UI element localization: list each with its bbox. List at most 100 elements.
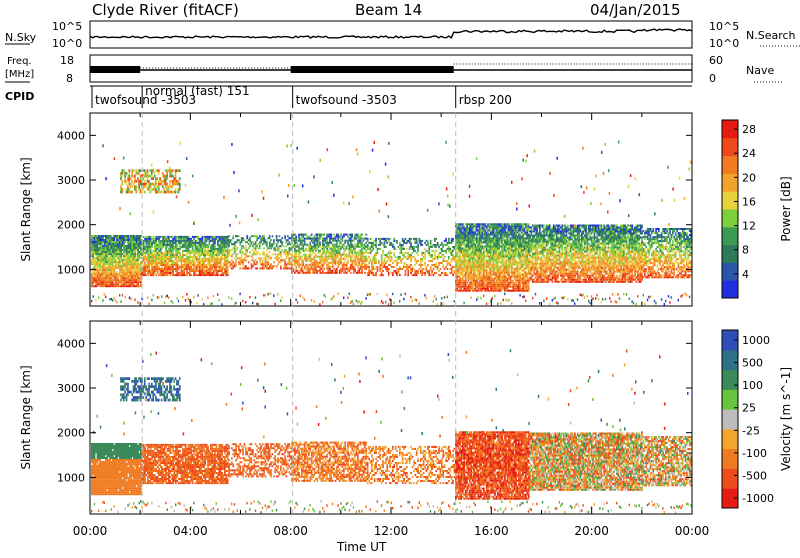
data-cell (388, 272, 390, 274)
data-cell (293, 236, 295, 238)
data-cell (178, 264, 180, 266)
data-cell (378, 260, 380, 262)
data-cell (473, 235, 475, 237)
data-cell (405, 272, 407, 274)
data-cell (267, 261, 269, 263)
data-cell (445, 250, 447, 252)
data-cell (449, 248, 451, 250)
data-cell (367, 240, 369, 242)
data-cell (398, 246, 400, 248)
data-cell (118, 283, 120, 285)
data-cell (217, 272, 219, 274)
data-cell (330, 236, 332, 238)
data-cell (385, 301, 386, 304)
data-cell (150, 240, 152, 242)
data-cell (248, 247, 250, 249)
data-cell (462, 223, 464, 225)
data-cell (335, 264, 337, 266)
data-cell (172, 302, 173, 305)
data-cell (351, 236, 353, 238)
data-cell (319, 303, 320, 306)
data-cell (255, 249, 257, 251)
data-cell (476, 227, 478, 229)
data-cell (252, 302, 253, 305)
data-cell (343, 266, 345, 268)
data-cell (316, 236, 318, 238)
data-cell (386, 260, 388, 262)
data-cell (435, 272, 437, 274)
data-cell (326, 248, 328, 250)
data-cell (256, 263, 258, 265)
data-cell (391, 242, 393, 244)
data-cell (104, 293, 105, 296)
data-cell (375, 274, 377, 276)
data-cell (356, 299, 357, 302)
data-cell (267, 293, 268, 296)
data-cell (148, 266, 150, 268)
data-cell (340, 260, 342, 262)
data-cell (175, 238, 177, 240)
data-cell (375, 254, 377, 256)
data-cell (301, 258, 303, 260)
data-cell (284, 237, 286, 239)
data-cell (228, 245, 230, 247)
data-cell (503, 252, 505, 254)
data-cell (388, 270, 390, 272)
data-cell (410, 260, 412, 262)
data-cell (367, 246, 369, 248)
data-cell (438, 254, 440, 256)
data-cell (112, 299, 113, 302)
data-cell (350, 258, 352, 260)
data-cell (384, 264, 386, 266)
data-cell (295, 242, 297, 244)
data-cell (377, 250, 379, 252)
data-cell (347, 297, 348, 300)
data-cell (461, 258, 463, 260)
data-cell (294, 234, 296, 236)
data-cell (377, 293, 378, 296)
data-cell (301, 242, 303, 244)
data-cell (504, 248, 506, 250)
data-cell (245, 245, 247, 247)
data-cell (469, 250, 471, 252)
data-cell (465, 258, 467, 260)
data-cell (407, 272, 409, 274)
data-cell (213, 256, 215, 258)
data-cell (342, 238, 344, 240)
data-cell (445, 240, 447, 242)
data-cell (144, 272, 146, 274)
data-cell (420, 242, 422, 244)
data-cell (176, 297, 177, 300)
data-cell (204, 242, 206, 244)
data-cell (368, 293, 369, 296)
data-cell (210, 262, 212, 264)
data-cell (370, 238, 372, 240)
data-cell (322, 254, 324, 256)
data-cell (302, 260, 304, 262)
data-cell (92, 283, 94, 285)
data-cell (364, 272, 366, 274)
data-cell (490, 244, 492, 246)
data-cell (295, 236, 297, 238)
data-cell (441, 297, 442, 300)
data-cell (258, 303, 259, 306)
data-cell (386, 294, 387, 297)
data-cell (370, 293, 371, 296)
data-cell (326, 238, 328, 240)
frequency-panel: Freq. [MHz] 18 8 60 0 Nave (5, 54, 784, 85)
data-cell (391, 260, 393, 262)
data-cell (169, 274, 171, 276)
data-cell (414, 264, 416, 266)
data-cell (434, 254, 436, 256)
data-cell (172, 266, 174, 268)
data-cell (346, 264, 348, 266)
data-cell (368, 262, 370, 264)
data-cell (214, 242, 216, 244)
data-cell (298, 266, 300, 268)
data-cell (231, 263, 233, 265)
data-cell (364, 248, 366, 250)
data-cell (237, 253, 239, 255)
data-cell (459, 256, 461, 258)
data-cell (231, 259, 233, 261)
data-cell (375, 260, 377, 262)
